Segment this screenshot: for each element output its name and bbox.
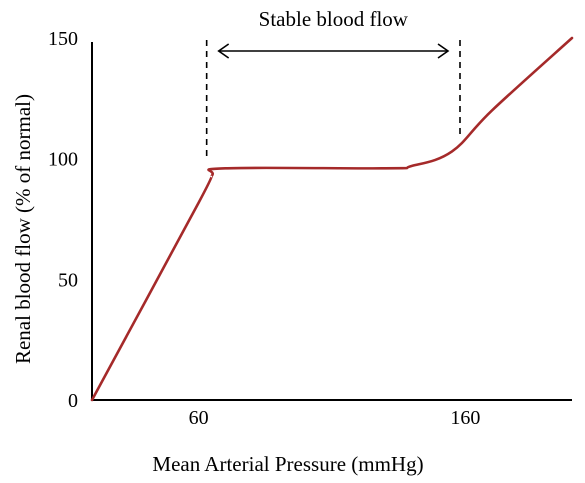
y-tick-label: 0 (68, 390, 78, 412)
range-arrow (217, 43, 450, 59)
x-tick-labels: 60 160 (189, 407, 481, 429)
range-annotation-label: Stable blood flow (259, 7, 409, 31)
x-tick-label: 160 (450, 407, 480, 429)
range-marker-lines (205, 40, 461, 160)
y-tick-label: 50 (58, 269, 78, 291)
y-tick-labels: 0 50 100 150 (48, 28, 78, 412)
series-line (90, 36, 574, 402)
y-tick-label: 150 (48, 28, 78, 50)
x-tick-label: 60 (189, 407, 209, 429)
x-axis-title: Mean Arterial Pressure (mmHg) (152, 452, 423, 476)
series-layer (90, 36, 574, 402)
axes (91, 42, 572, 401)
y-axis-title: Renal blood flow (% of normal) (11, 94, 35, 364)
range-arrow-right-head (437, 43, 450, 59)
y-tick-label: 100 (48, 149, 78, 171)
range-arrow-left-head (217, 43, 230, 59)
